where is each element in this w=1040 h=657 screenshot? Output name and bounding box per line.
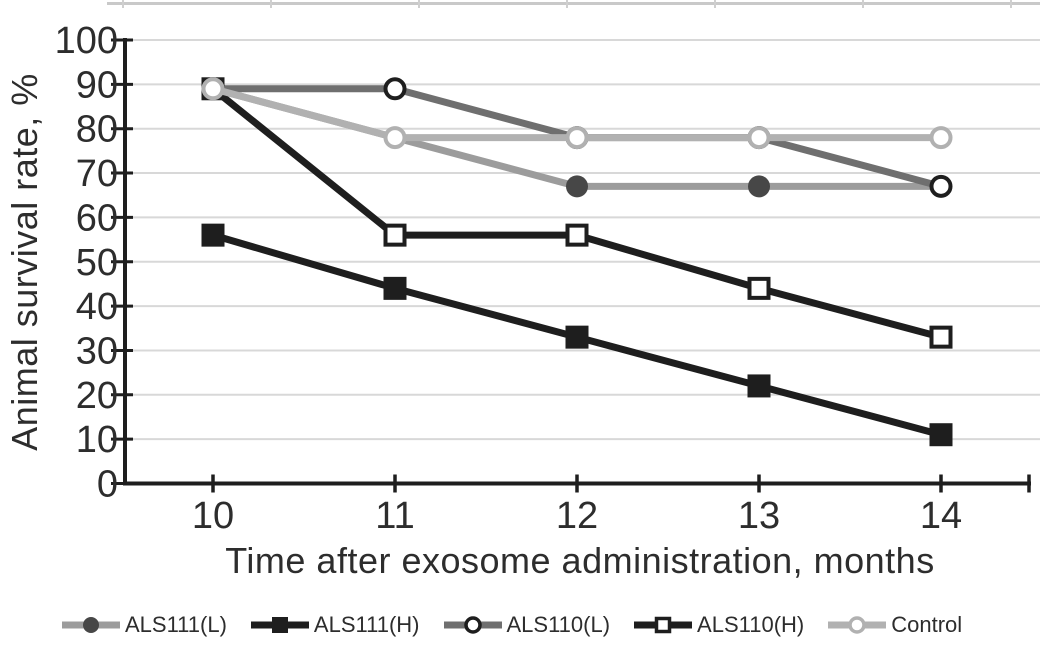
legend-item-als111-h: ALS111(H) [250, 612, 420, 638]
legend-marker-als111-h [250, 617, 309, 633]
x-tick-label-12: 12 [556, 495, 598, 537]
legend-item-als110-l: ALS110(L) [443, 612, 611, 638]
marker-als111-h-13 [747, 374, 771, 398]
marker-als110-h-13 [747, 276, 771, 300]
marker-als111-l-12 [566, 175, 588, 198]
x-axis-title: Time after exosome administration, month… [225, 540, 935, 581]
chart-legend: ALS111(L) ALS111(H) ALS110(L) ALS110(H) Cont… [62, 612, 1032, 638]
legend-label-control: Control [891, 612, 963, 637]
marker-als110-h-11 [383, 223, 407, 247]
marker-als111-h-10 [201, 223, 225, 247]
marker-control-10 [201, 77, 225, 101]
y-axis-title: Animal survival rate, % [4, 73, 45, 451]
legend-item-als111-l: ALS111(L) [62, 612, 227, 638]
marker-als110-l-14 [929, 174, 953, 198]
x-tick-label-14: 14 [920, 495, 962, 537]
marker-als111-h-14 [929, 423, 953, 447]
legend-item-control: Control [828, 612, 962, 638]
legend-sample-shape [271, 617, 288, 633]
y-tick-label-90: 90 [76, 64, 118, 106]
cropped-table-border-tick [1010, 0, 1012, 8]
y-tick-label-30: 30 [76, 330, 118, 372]
x-tick-label-13: 13 [738, 495, 780, 537]
legend-sample-shape [848, 616, 866, 634]
marker-als111-l-13 [748, 175, 770, 198]
y-tick-label-80: 80 [76, 109, 118, 151]
legend-label-als110-h: ALS110(H) [697, 612, 805, 637]
legend-label-als111-h: ALS111(H) [313, 612, 420, 637]
legend-marker-control [828, 616, 887, 634]
series-line-als110-h [210, 86, 942, 341]
cropped-table-border-tick [418, 0, 420, 8]
marker-als111-h-12 [565, 325, 589, 349]
cropped-table-border-tick [714, 0, 716, 8]
legend-item-als110-h: ALS110(H) [634, 612, 804, 638]
legend-marker-als110-h [634, 616, 693, 634]
x-tick-label-10: 10 [192, 495, 234, 537]
y-tick-label-100: 100 [55, 20, 118, 62]
legend-marker-als110-l [443, 616, 502, 634]
legend-sample-shape [463, 616, 482, 634]
cropped-table-border-tick [270, 0, 272, 8]
legend-sample-shape [83, 617, 99, 633]
marker-als110-h-12 [565, 223, 589, 247]
marker-control-12 [565, 126, 589, 150]
marker-control-13 [747, 126, 771, 150]
legend-marker-als111-l [62, 617, 120, 633]
y-tick-label-60: 60 [76, 197, 118, 239]
legend-label-als111-l: ALS111(L) [125, 612, 227, 637]
y-tick-label-40: 40 [76, 286, 118, 328]
cropped-table-border-tick [122, 0, 124, 8]
marker-als111-h-11 [383, 276, 407, 300]
legend-label-als110-l: ALS110(L) [506, 612, 611, 637]
y-tick-label-10: 10 [76, 419, 118, 461]
marker-als110-l-11 [383, 77, 407, 101]
y-tick-label-20: 20 [76, 375, 118, 417]
legend-sample-shape [654, 616, 672, 634]
marker-control-11 [383, 126, 407, 150]
cropped-table-border-tick [862, 0, 864, 8]
y-tick-label-0: 0 [97, 464, 118, 506]
x-tick-label-11: 11 [375, 495, 414, 537]
cropped-table-border-tick [566, 0, 568, 8]
cropped-table-border [107, 2, 1040, 5]
marker-control-14 [929, 126, 953, 150]
y-tick-label-50: 50 [76, 242, 118, 284]
y-tick-label-70: 70 [76, 153, 118, 195]
marker-als110-h-14 [929, 325, 953, 349]
